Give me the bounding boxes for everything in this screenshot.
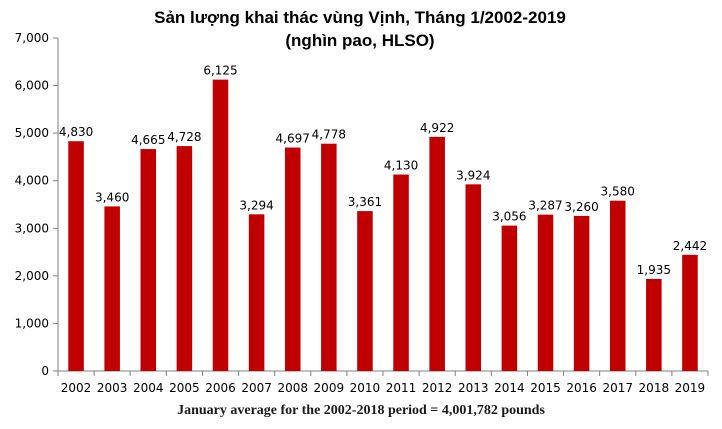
data-label: 2,442 xyxy=(673,239,707,253)
y-tick-label: 0 xyxy=(41,364,49,378)
bar xyxy=(284,147,301,371)
x-tick-label: 2010 xyxy=(350,381,381,395)
data-label: 1,935 xyxy=(637,263,671,277)
data-label: 6,125 xyxy=(203,64,237,78)
x-tick-label: 2008 xyxy=(277,381,308,395)
x-tick-label: 2012 xyxy=(422,381,453,395)
x-tick-label: 2018 xyxy=(639,381,670,395)
bar xyxy=(682,254,698,371)
bar xyxy=(646,278,662,371)
bar xyxy=(573,215,590,371)
data-label: 3,287 xyxy=(528,199,562,213)
data-label: 4,830 xyxy=(59,125,93,139)
data-label: 4,130 xyxy=(384,159,418,173)
x-tick-label: 2019 xyxy=(675,381,706,395)
x-tick-label: 2011 xyxy=(386,381,417,395)
bar xyxy=(393,174,409,371)
x-tick-label: 2006 xyxy=(205,381,236,395)
x-tick-label: 2002 xyxy=(61,381,92,395)
data-label: 3,460 xyxy=(95,190,129,204)
x-tick-label: 2007 xyxy=(241,381,272,395)
bar xyxy=(176,146,193,371)
bar xyxy=(104,206,120,371)
y-tick-label: 3,000 xyxy=(15,221,49,235)
x-tick-label: 2009 xyxy=(314,381,345,395)
x-tick-label: 2015 xyxy=(530,381,561,395)
x-tick-label: 2017 xyxy=(602,381,633,395)
bar xyxy=(429,136,445,371)
data-label: 4,778 xyxy=(312,128,346,142)
bar xyxy=(465,184,482,371)
y-tick-label: 6,000 xyxy=(15,79,49,93)
bar xyxy=(357,211,373,371)
y-tick-label: 1,000 xyxy=(15,316,49,330)
data-label: 3,260 xyxy=(564,200,598,214)
data-label: 4,728 xyxy=(167,130,201,144)
x-tick-label: 2014 xyxy=(494,381,525,395)
bar xyxy=(140,149,157,371)
data-label: 3,580 xyxy=(601,185,635,199)
bar xyxy=(501,225,518,371)
y-tick-label: 4,000 xyxy=(15,174,49,188)
data-label: 3,924 xyxy=(456,168,490,182)
y-tick-label: 5,000 xyxy=(15,126,49,140)
chart-title-line2: (nghìn pao, HLSO) xyxy=(285,31,435,50)
bar xyxy=(248,214,265,371)
y-tick-label: 7,000 xyxy=(15,31,49,45)
bar xyxy=(609,200,626,371)
footnote: January average for the 2002-2018 period… xyxy=(177,403,545,418)
x-tick-label: 2004 xyxy=(133,381,164,395)
data-label: 3,361 xyxy=(348,195,382,209)
chart-title-line1: Sản lượng khai thác vùng Vịnh, Tháng 1/2… xyxy=(154,8,566,27)
data-label: 3,056 xyxy=(492,210,526,224)
bar xyxy=(537,214,554,371)
chart-title: Sản lượng khai thác vùng Vịnh, Tháng 1/2… xyxy=(130,6,590,52)
x-tick-label: 2005 xyxy=(169,381,200,395)
data-label: 3,294 xyxy=(239,198,273,212)
data-label: 4,665 xyxy=(131,133,165,147)
x-tick-label: 2013 xyxy=(458,381,489,395)
y-tick-label: 2,000 xyxy=(15,269,49,283)
data-label: 4,697 xyxy=(276,132,310,146)
x-tick-label: 2003 xyxy=(97,381,128,395)
bar xyxy=(321,143,337,371)
bar xyxy=(212,79,229,371)
x-tick-label: 2016 xyxy=(566,381,597,395)
bar xyxy=(68,141,84,371)
data-label: 4,922 xyxy=(420,121,454,135)
